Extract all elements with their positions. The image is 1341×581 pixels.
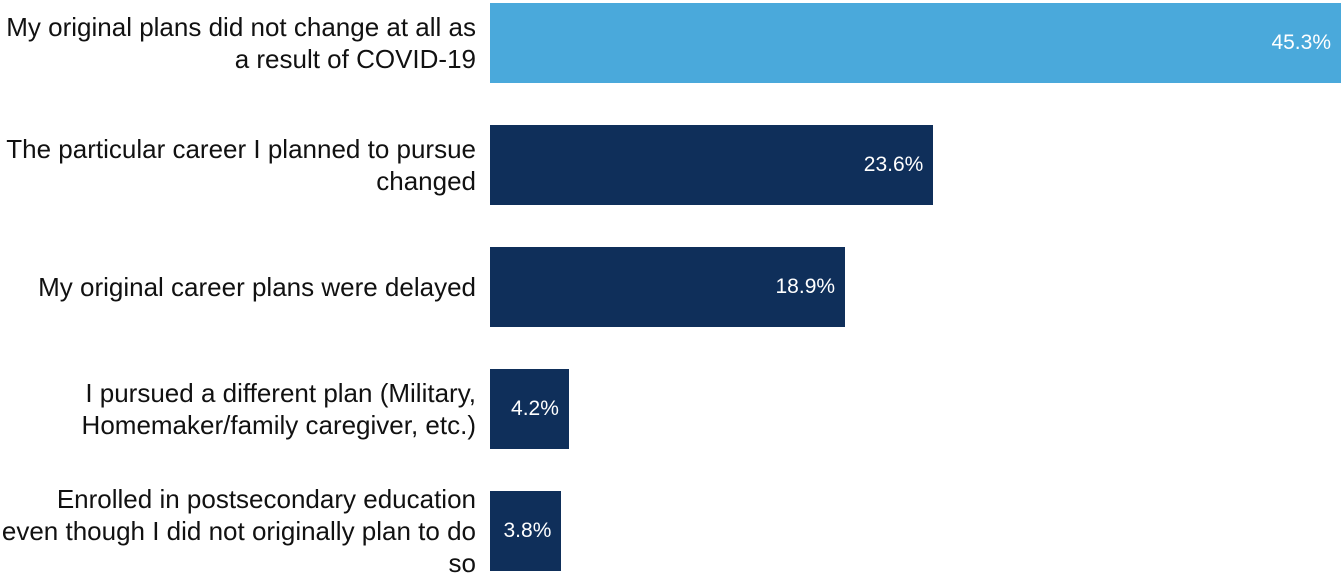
category-label: I pursued a different plan (Military, Ho…: [81, 378, 476, 440]
value-label: 3.8%: [503, 519, 552, 542]
value-label: 23.6%: [863, 153, 924, 176]
value-label: 45.3%: [1271, 31, 1331, 54]
category-label: My original career plans were delayed: [38, 272, 476, 302]
category-label: Enrolled in postsecondary education even…: [1, 484, 476, 578]
category-label: My original plans did not change at all …: [6, 12, 476, 74]
bar: [490, 247, 846, 327]
category-label: The particular career I planned to pursu…: [6, 134, 476, 196]
value-label: 18.9%: [775, 275, 836, 298]
bar: [490, 491, 562, 571]
bar: [490, 125, 934, 205]
bar: [490, 369, 569, 449]
bar: [490, 3, 1341, 83]
value-label: 4.2%: [511, 397, 559, 420]
